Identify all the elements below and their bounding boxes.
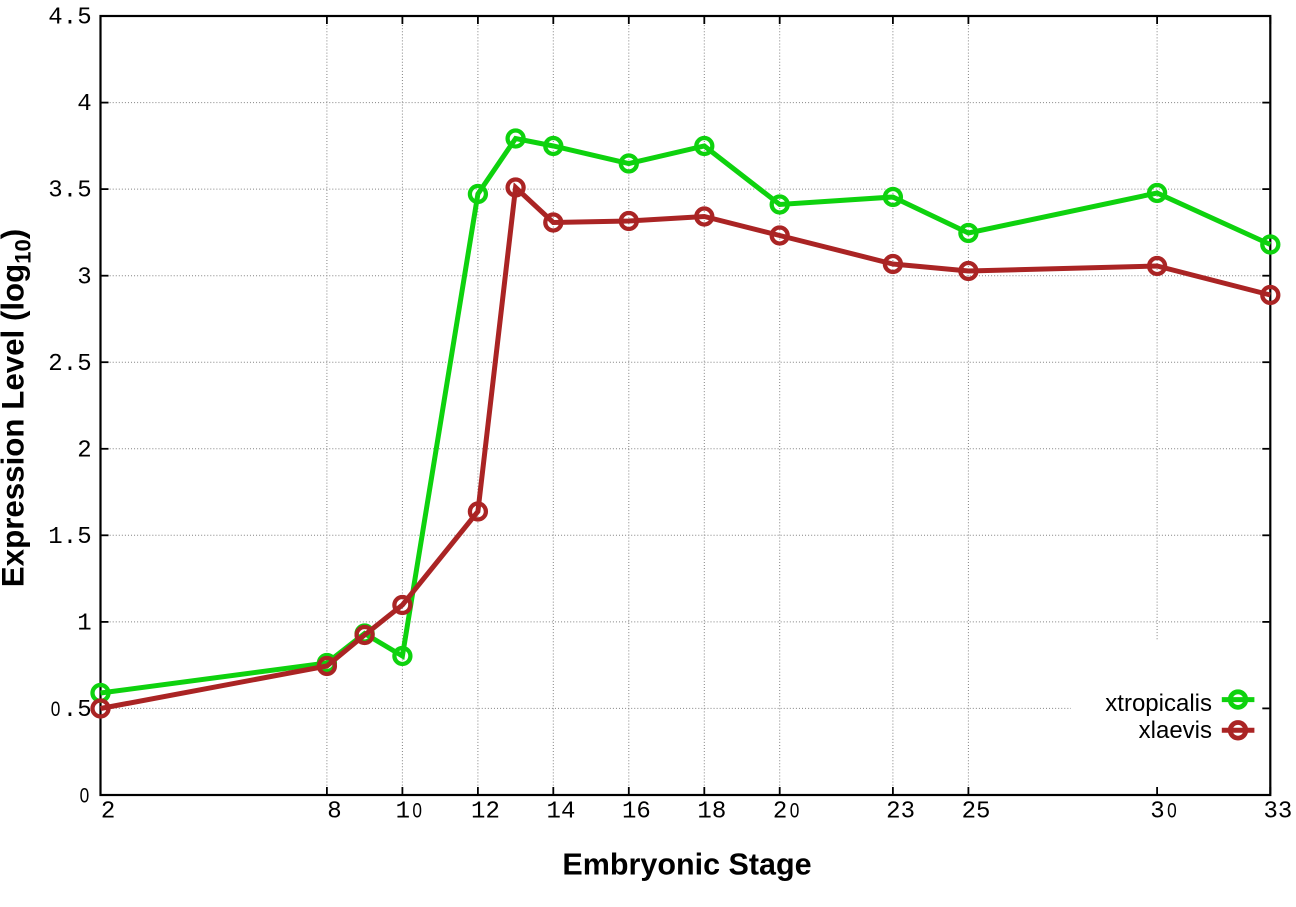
svg-text:1: 1	[396, 799, 410, 826]
svg-text:3: 3	[48, 178, 62, 205]
svg-text:1: 1	[622, 799, 636, 826]
svg-text:.: .	[63, 697, 77, 724]
svg-text:Embryonic Stage: Embryonic Stage	[562, 848, 811, 882]
svg-text:.: .	[63, 178, 77, 205]
svg-text:3: 3	[77, 264, 91, 291]
svg-text:2: 2	[886, 799, 900, 826]
svg-text:2: 2	[773, 799, 787, 826]
svg-text:1: 1	[697, 799, 711, 826]
svg-text:xlaevis: xlaevis	[1139, 717, 1212, 744]
svg-text:5: 5	[77, 697, 91, 724]
svg-text:Expression Level (log10): Expression Level (log10)	[0, 229, 35, 587]
svg-text:4: 4	[48, 5, 62, 32]
svg-text:3: 3	[1150, 799, 1164, 826]
svg-text:.: .	[63, 351, 77, 378]
svg-text:.: .	[63, 5, 77, 32]
svg-text:5: 5	[77, 178, 91, 205]
svg-text:0: 0	[790, 799, 800, 823]
svg-text:2: 2	[48, 351, 62, 378]
svg-text:5: 5	[77, 5, 91, 32]
svg-text:3: 3	[901, 799, 915, 826]
svg-text:5: 5	[976, 799, 990, 826]
svg-text:4: 4	[77, 91, 91, 118]
svg-text:5: 5	[77, 351, 91, 378]
svg-text:3: 3	[1278, 799, 1292, 826]
svg-text:.: .	[63, 524, 77, 551]
svg-text:0: 0	[412, 799, 422, 823]
svg-text:6: 6	[636, 799, 650, 826]
svg-text:xtropicalis: xtropicalis	[1105, 690, 1212, 717]
svg-text:0: 0	[51, 697, 61, 721]
svg-text:1: 1	[471, 799, 485, 826]
svg-text:2: 2	[77, 437, 91, 464]
svg-text:8: 8	[712, 799, 726, 826]
svg-text:3: 3	[1263, 799, 1277, 826]
svg-text:2: 2	[962, 799, 976, 826]
svg-text:1: 1	[546, 799, 560, 826]
svg-text:1: 1	[48, 524, 62, 551]
svg-text:2: 2	[485, 799, 499, 826]
svg-text:4: 4	[561, 799, 575, 826]
svg-text:0: 0	[80, 784, 90, 808]
svg-text:0: 0	[1167, 799, 1177, 823]
svg-text:2: 2	[101, 799, 115, 826]
svg-text:1: 1	[77, 611, 91, 638]
svg-text:5: 5	[77, 524, 91, 551]
svg-text:8: 8	[327, 799, 341, 826]
